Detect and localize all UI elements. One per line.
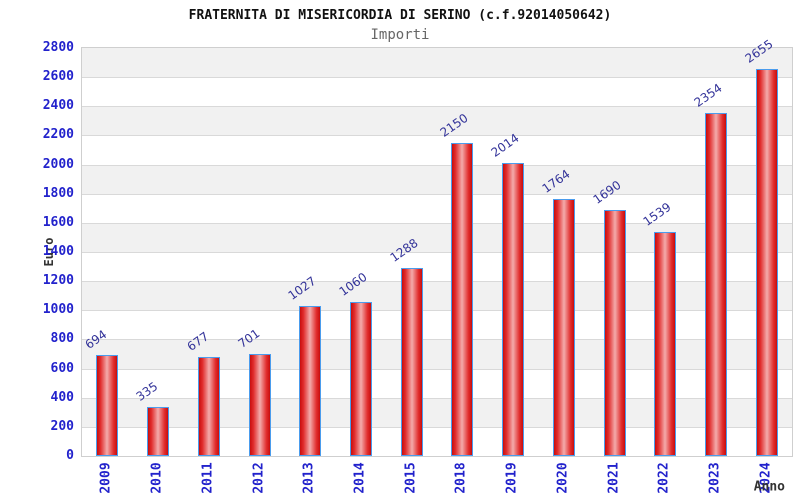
x-tick-label: 2019 xyxy=(504,462,520,494)
gridline xyxy=(82,193,792,195)
y-tick-label: 1600 xyxy=(42,214,74,230)
x-tick-label: 2023 xyxy=(707,462,723,494)
x-tick-label: 2015 xyxy=(403,462,419,494)
plot-band xyxy=(82,397,792,427)
x-tick-label: 2014 xyxy=(352,462,368,494)
bar-2019 xyxy=(502,162,525,456)
plot-band xyxy=(82,368,792,398)
y-tick-label: 200 xyxy=(50,418,74,434)
y-tick-label: 400 xyxy=(50,389,74,405)
y-tick-label: 2200 xyxy=(42,127,74,143)
gridline xyxy=(82,252,792,253)
x-tick-label: 2012 xyxy=(251,462,266,494)
y-tick-label: 800 xyxy=(50,331,74,347)
x-tick-label: 2011 xyxy=(200,462,216,494)
plot-band xyxy=(82,281,792,311)
plot-band xyxy=(82,164,792,194)
bar-2010 xyxy=(147,407,170,456)
y-tick-label: 1800 xyxy=(42,185,74,201)
plot-band xyxy=(82,252,792,282)
chart-subtitle: Importi xyxy=(370,27,430,43)
bar-2014 xyxy=(349,301,372,456)
plot-band xyxy=(82,48,792,78)
chart-title: FRATERNITA DI MISERICORDIA DI SERINO (c.… xyxy=(188,8,612,23)
gridline xyxy=(82,310,792,312)
plot-band xyxy=(82,310,792,340)
bar-2022 xyxy=(654,231,677,456)
bar-2023 xyxy=(704,113,727,456)
gridline xyxy=(82,135,792,137)
gridline xyxy=(82,368,792,370)
gridline xyxy=(82,281,792,283)
y-tick-label: 1000 xyxy=(42,302,74,318)
y-tick-label: 2000 xyxy=(42,156,74,172)
gridline xyxy=(82,339,792,341)
x-tick-label: 2009 xyxy=(98,462,114,494)
bar-2013 xyxy=(299,306,322,456)
bar-2009 xyxy=(96,354,119,456)
y-tick-label: 600 xyxy=(50,360,74,376)
gridline xyxy=(82,222,792,224)
y-tick-label: 1200 xyxy=(42,273,74,289)
y-tick-label: 2600 xyxy=(42,69,74,85)
plot-band xyxy=(82,193,792,223)
bar-2015 xyxy=(400,268,423,456)
plot-area: 694 335 677 701 1027 1060 1288 2150 2014 1764 1690… xyxy=(81,37,793,457)
gridline xyxy=(82,426,792,428)
y-tick-label: 0 xyxy=(66,448,74,463)
x-tick-label: 2013 xyxy=(301,462,317,494)
gridline xyxy=(82,77,792,79)
bar-2024 xyxy=(755,69,778,456)
bar-2012 xyxy=(248,353,271,456)
y-tick-label: 2800 xyxy=(42,40,74,55)
bar-2018 xyxy=(451,142,474,456)
gridline xyxy=(82,106,792,108)
gridline xyxy=(82,164,792,166)
x-tick-label: 2021 xyxy=(606,462,621,494)
bar-2020 xyxy=(552,198,575,456)
bar-2011 xyxy=(197,357,220,456)
y-tick-label: 1400 xyxy=(42,244,74,259)
plot-band xyxy=(82,222,792,252)
x-tick-label: 2010 xyxy=(149,462,165,494)
x-tick-label: 2022 xyxy=(656,462,672,494)
x-tick-label: 2018 xyxy=(453,462,469,494)
x-tick-label: 2020 xyxy=(555,462,571,494)
x-axis-title: Anno xyxy=(753,479,785,495)
plot-band xyxy=(82,135,792,165)
plot-band xyxy=(82,106,792,136)
plot-band xyxy=(82,77,792,107)
plot-band xyxy=(82,426,792,456)
bar-2021 xyxy=(603,209,626,456)
gridline xyxy=(82,397,792,399)
y-tick-label: 2400 xyxy=(42,98,74,114)
